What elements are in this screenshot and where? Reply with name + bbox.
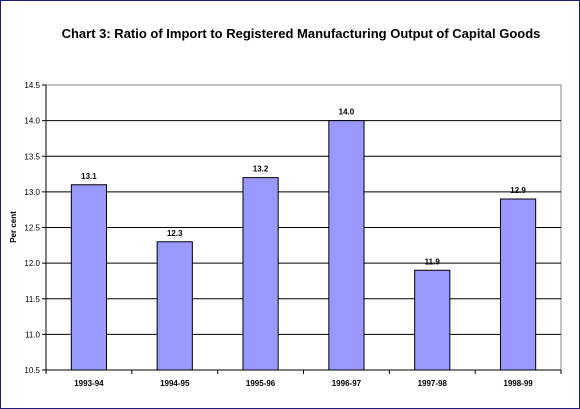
x-tick-label: 1993-94 [74,379,104,388]
y-tick-label: 12.5 [24,224,40,233]
y-axis-ticks: 10.5 11.0 11.5 12.0 12.5 13.0 13.5 14.0 14.5 [24,81,47,375]
bar [328,120,365,371]
bar [414,269,451,371]
y-tick-label: 14.5 [24,81,40,90]
data-label: 12.3 [167,229,183,238]
y-tick-label: 13.0 [24,188,40,197]
gridlines [46,120,561,335]
data-label: 11.9 [425,257,441,266]
x-axis-ticks: 1993-94 1994-95 1995-96 1996-97 1997-98 1998-… [45,369,562,388]
data-label: 13.2 [253,165,269,174]
x-tick-label: 1997-98 [418,379,448,388]
x-tick-label: 1996-97 [332,379,362,388]
y-tick-label: 12.0 [24,259,40,268]
data-label: 13.1 [81,172,97,181]
bar [242,177,279,371]
bar [70,184,108,371]
data-labels: 13.1 12.3 13.2 14.0 11.9 12.9 [81,108,526,267]
y-axis-label: Per cent [9,211,18,243]
x-tick-label: 1994-95 [160,379,190,388]
data-label: 14.0 [339,108,355,117]
y-tick-label: 14.0 [24,117,40,126]
bar [156,241,193,371]
bar [499,198,537,371]
y-tick-label: 13.5 [24,152,40,161]
data-label: 12.9 [510,186,526,195]
x-tick-label: 1995-96 [246,379,276,388]
y-tick-label: 11.0 [25,330,41,339]
y-tick-label: 11.5 [25,295,41,304]
y-tick-label: 10.5 [24,366,40,375]
bars [70,120,537,371]
x-tick-label: 1998-99 [503,379,533,388]
chart-title: Chart 3: Ratio of Import to Registered M… [61,26,541,41]
